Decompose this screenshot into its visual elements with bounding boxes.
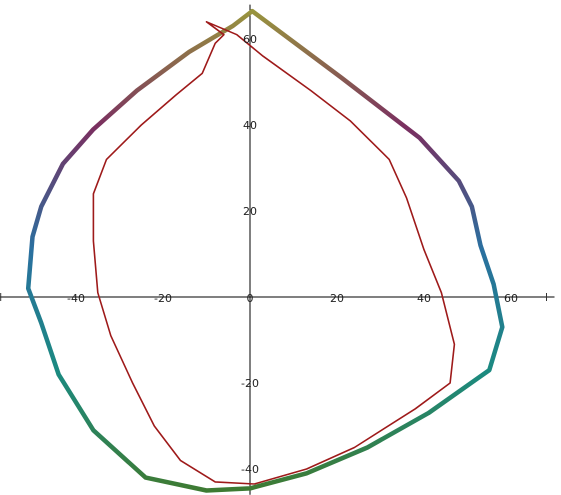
tick-layer: -40 -20 0 20 40 60 -40 -20 20 40 60: [67, 33, 518, 476]
y-tick-label: 20: [243, 205, 257, 218]
x-tick-label: 20: [330, 292, 344, 305]
y-tick-label: 40: [243, 119, 257, 132]
outer-thick-curve: [25, 8, 505, 493]
y-tick-label: 60: [243, 33, 257, 46]
x-tick-label: -20: [154, 292, 172, 305]
y-tick-label: -20: [241, 377, 259, 390]
x-tick-label: 40: [417, 292, 431, 305]
series-layer: [25, 8, 505, 493]
inner-thin-curve: [92, 21, 456, 485]
x-tick-label: 60: [504, 292, 518, 305]
y-tick-label: -40: [241, 463, 259, 476]
x-tick-label: 0: [247, 292, 254, 305]
x-tick-label: -40: [67, 292, 85, 305]
